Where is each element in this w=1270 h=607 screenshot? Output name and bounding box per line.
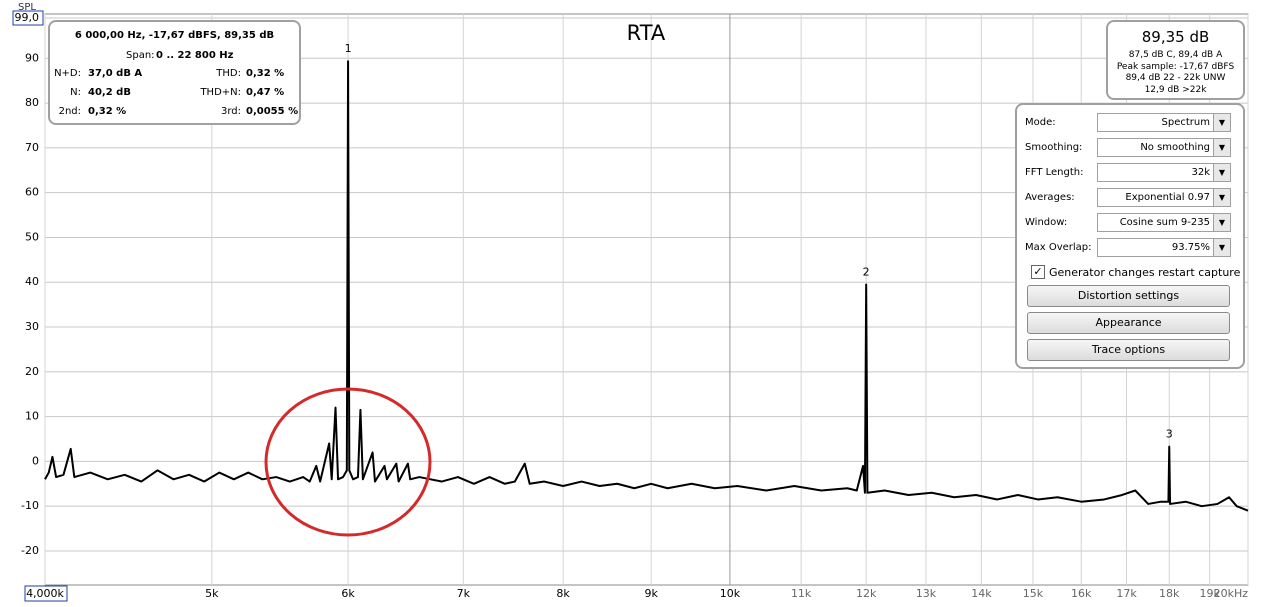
peak-label: 1	[345, 42, 352, 55]
peak-label: 2	[863, 265, 870, 278]
span-label: Span:	[126, 50, 155, 61]
dropdown-value[interactable]: Cosine sum 9-235	[1119, 217, 1210, 228]
x-tick-label: 5k	[205, 587, 219, 600]
dropdown[interactable]: 93.75% ▼	[1097, 238, 1231, 257]
metric-label: 2nd:	[58, 106, 81, 117]
metric-value: 0,32 %	[88, 106, 127, 117]
y-tick-label: -10	[21, 499, 39, 512]
x-tick-label: 16k	[1071, 587, 1092, 600]
x-tick-label: 4,000k	[26, 587, 64, 600]
dropdown[interactable]: Cosine sum 9-235 ▼	[1097, 213, 1231, 232]
dropdown-arrow[interactable]: ▼	[1213, 164, 1230, 181]
peak-label: 3	[1166, 428, 1173, 441]
y-tick-label: 70	[25, 141, 39, 154]
dropdown-value[interactable]: 93.75%	[1171, 242, 1210, 253]
chart-title: RTA	[627, 21, 666, 45]
control-field: Mode: Spectrum ▼	[1025, 113, 1233, 133]
dropdown-arrow[interactable]: ▼	[1213, 114, 1230, 131]
x-tick-label: 8k	[556, 587, 570, 600]
control-field: Window: Cosine sum 9-235 ▼	[1025, 213, 1233, 233]
dropdown-arrow[interactable]: ▼	[1213, 189, 1230, 206]
checkbox-label[interactable]: Generator changes restart capture	[1049, 266, 1241, 279]
dropdown-value[interactable]: No smoothing	[1140, 142, 1210, 153]
dropdown[interactable]: Spectrum ▼	[1097, 113, 1231, 132]
x-tick-label: 11k	[791, 587, 812, 600]
level-line: 87,5 dB C, 89,4 dB A	[1128, 50, 1223, 60]
x-tick-label: 13k	[916, 587, 937, 600]
control-field: Averages: Exponential 0.97 ▼	[1025, 188, 1233, 208]
button[interactable]: Trace options	[1027, 339, 1230, 361]
tick-box	[24, 585, 68, 602]
info-panel: 6 000,00 Hz, -17,67 dBFS, 89,35 dB Span:…	[48, 20, 301, 125]
control-field: Smoothing: No smoothing ▼	[1025, 138, 1233, 158]
level-line: 89,4 dB 22 - 22k UNW	[1125, 73, 1226, 83]
dropdown[interactable]: No smoothing ▼	[1097, 138, 1231, 157]
x-tick-label: 15k	[1023, 587, 1044, 600]
field-label: Max Overlap:	[1025, 242, 1092, 253]
x-tick-label: 9k	[644, 587, 658, 600]
field-label: Mode:	[1025, 117, 1056, 128]
checkbox[interactable]: ✓	[1031, 265, 1045, 279]
highlight-circle	[264, 387, 432, 537]
y-tick-label: 40	[25, 275, 39, 288]
tick-box	[12, 10, 44, 26]
controls-panel: Mode: Spectrum ▼ Smoothing: No smoothing ▼ FFT…	[1015, 103, 1245, 369]
metric-label: THD+N:	[200, 87, 241, 98]
metric-value: 0,32 %	[246, 68, 285, 79]
x-tick-label: 19k	[1199, 587, 1220, 600]
metric-value: 0,47 %	[246, 87, 285, 98]
dropdown[interactable]: 32k ▼	[1097, 163, 1231, 182]
button[interactable]: Appearance	[1027, 312, 1230, 334]
control-field: Max Overlap: 93.75% ▼	[1025, 238, 1233, 258]
y-tick-label: 80	[25, 96, 39, 109]
level-panel: 89,35 dB 87,5 dB C, 89,4 dB A Peak sample…	[1106, 20, 1245, 100]
y-tick-label: 30	[25, 320, 39, 333]
y-tick-label: 0	[32, 454, 39, 467]
y-tick-label: 20	[25, 365, 39, 378]
metric-value: 0,0055 %	[246, 106, 299, 117]
field-label: Window:	[1025, 217, 1068, 228]
metric-value: 37,0 dB A	[88, 68, 143, 79]
x-tick-label: 14k	[971, 587, 992, 600]
y-axis-label: SPL	[18, 2, 36, 13]
metric-label: 3rd:	[220, 106, 241, 117]
y-tick-label: 60	[25, 186, 39, 199]
control-field: FFT Length: 32k ▼	[1025, 163, 1233, 183]
metric-label: N+D:	[54, 68, 81, 79]
x-tick-label: 17k	[1116, 587, 1137, 600]
info-header: 6 000,00 Hz, -17,67 dBFS, 89,35 dB	[74, 30, 275, 41]
x-tick-label: 7k	[457, 587, 471, 600]
y-tick-label: 99,0	[15, 11, 40, 24]
level-main: 89,35 dB	[1141, 28, 1210, 46]
dropdown-arrow[interactable]: ▼	[1213, 139, 1230, 156]
dropdown-arrow[interactable]: ▼	[1213, 239, 1230, 256]
metric-value: 40,2 dB	[88, 87, 131, 98]
metric-label: THD:	[216, 68, 241, 79]
field-label: FFT Length:	[1025, 167, 1084, 178]
dropdown-arrow[interactable]: ▼	[1213, 214, 1230, 231]
field-label: Smoothing:	[1025, 142, 1083, 153]
level-line: Peak sample: -17,67 dBFS	[1116, 61, 1235, 72]
dropdown-value[interactable]: 32k	[1191, 167, 1210, 178]
y-tick-label: 50	[25, 230, 39, 243]
x-tick-label: 6k	[341, 587, 355, 600]
level-line: 12,9 dB >22k	[1144, 84, 1207, 95]
dropdown[interactable]: Exponential 0.97 ▼	[1097, 188, 1231, 207]
y-tick-label: -20	[21, 544, 39, 557]
trace	[44, 60, 1249, 512]
x-tick-label: 12k	[856, 587, 877, 600]
dropdown-value[interactable]: Spectrum	[1161, 117, 1210, 128]
button[interactable]: Distortion settings	[1027, 285, 1230, 307]
y-tick-label: 90	[25, 51, 39, 64]
dropdown-value[interactable]: Exponential 0.97	[1125, 192, 1210, 203]
span-value: 0 .. 22 800 Hz	[156, 50, 234, 61]
x-tick-label: 20kHz	[1214, 587, 1249, 600]
field-label: Averages:	[1025, 192, 1075, 203]
x-tick-label: 18k	[1159, 587, 1180, 600]
metric-label: N:	[70, 87, 81, 98]
y-tick-label: 10	[25, 410, 39, 423]
x-tick-label: 10k	[720, 587, 741, 600]
